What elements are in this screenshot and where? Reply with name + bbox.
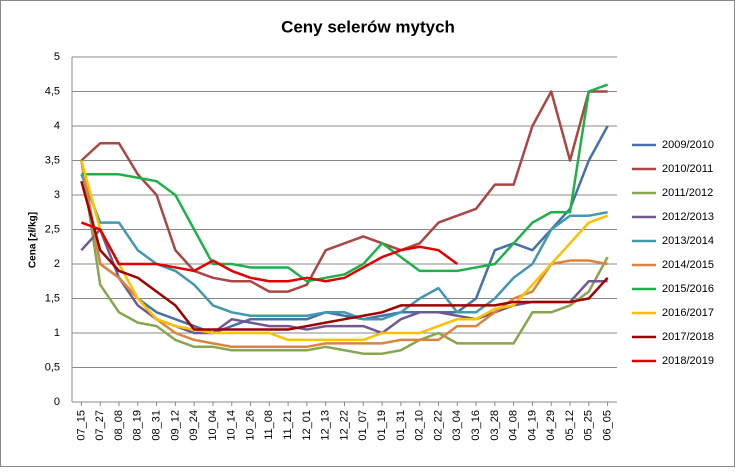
x-tick-label: 12_22 [338, 410, 350, 441]
x-tick-label: 08_31 [150, 410, 162, 441]
x-tick-label: 10_04 [207, 410, 219, 441]
x-tick-label: 03_28 [489, 410, 501, 441]
y-tick-label: 5 [54, 51, 60, 63]
y-tick-label: 2,5 [45, 223, 60, 235]
series-line [80, 180, 609, 331]
x-tick-label: 06_05 [602, 410, 614, 441]
chart-title: Ceny selerów mytych [281, 17, 455, 36]
x-tick-label: 12_13 [320, 410, 332, 441]
x-tick-label: 04_08 [508, 410, 520, 441]
x-tick-label: 08_08 [113, 410, 125, 441]
legend-label: 2016/2017 [662, 307, 714, 319]
x-tick-label: 03_04 [451, 410, 463, 441]
y-tick-label: 3,5 [45, 154, 60, 166]
x-tick-label: 07_27 [94, 410, 106, 441]
legend-label: 2015/2016 [662, 283, 714, 295]
legend-label: 2013/2014 [662, 235, 714, 247]
x-tick-label: 01_19 [376, 410, 388, 441]
x-tick-label: 09_24 [188, 410, 200, 441]
x-tick-label: 05_12 [564, 410, 576, 441]
x-tick-label: 11_21 [282, 410, 294, 440]
legend-label: 2010/2011 [662, 163, 713, 175]
legend-label: 2009/2010 [662, 139, 714, 151]
series-line [80, 160, 609, 355]
legend-label: 2012/2013 [662, 211, 714, 223]
x-tick-label: 01_31 [395, 410, 407, 441]
legend-label: 2018/2019 [662, 355, 714, 367]
y-tick-label: 0,5 [45, 361, 60, 373]
x-tick-label: 10_26 [244, 410, 256, 441]
x-tick-label: 02_10 [414, 410, 426, 441]
x-tick-label: 02_22 [432, 410, 444, 441]
x-tick-label: 05_25 [583, 410, 595, 441]
x-tick-label: 01_07 [357, 410, 369, 441]
series-line [80, 173, 608, 321]
y-tick-label: 4,5 [45, 85, 60, 97]
y-tick-label: 2 [54, 258, 60, 270]
x-tick-label: 03_16 [470, 410, 482, 441]
y-tick-label: 4 [54, 120, 60, 132]
x-tick-label: 08_19 [132, 410, 144, 441]
x-tick-label: 10_14 [226, 410, 238, 441]
y-tick-label: 0 [54, 396, 60, 408]
x-tick-label: 07_15 [75, 410, 87, 441]
y-tick-label: 1 [54, 327, 60, 339]
series-line [80, 90, 608, 293]
series-line [80, 221, 458, 283]
y-tick-label: 1,5 [45, 292, 60, 304]
x-tick-label: 12_01 [301, 410, 313, 441]
legend-label: 2011/2012 [662, 187, 713, 199]
series-line [80, 125, 609, 335]
y-axis-label: Cena [zł/kg] [28, 212, 39, 268]
x-tick-label: 04_29 [545, 410, 557, 441]
x-tick-label: 09_12 [169, 410, 181, 441]
legend-label: 2017/2018 [662, 331, 714, 343]
series-line [80, 160, 608, 349]
x-tick-label: 04_19 [526, 410, 538, 441]
y-tick-label: 3 [54, 189, 60, 201]
series-line [80, 160, 609, 342]
legend-label: 2014/2015 [662, 259, 714, 271]
x-tick-label: 11_08 [263, 410, 275, 440]
series-line [81, 83, 609, 283]
